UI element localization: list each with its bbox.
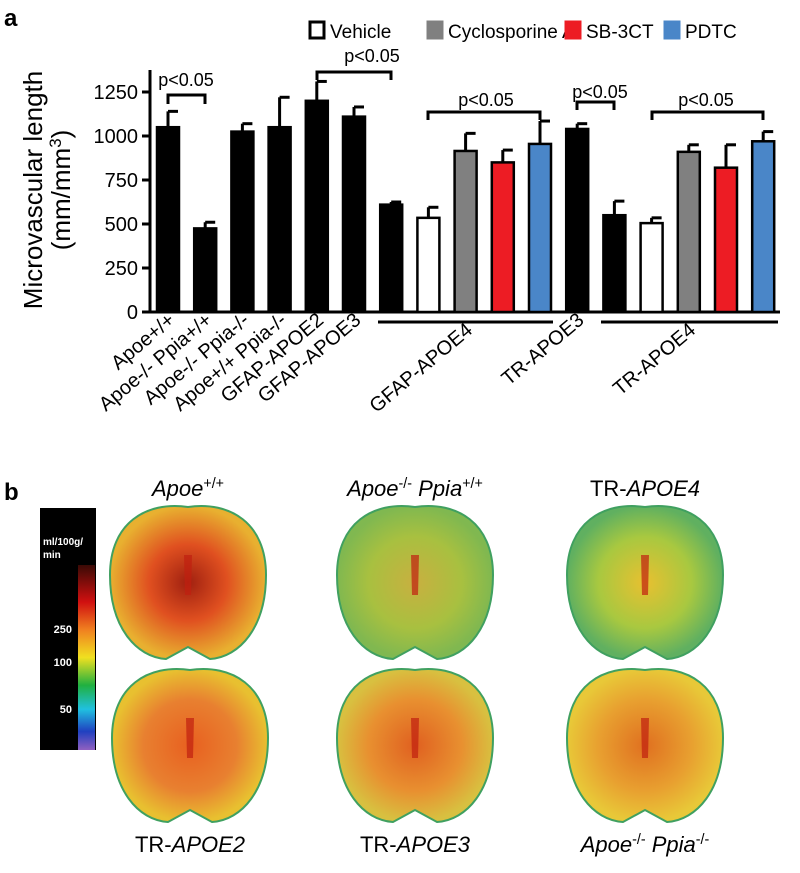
bracket — [575, 100, 616, 110]
label-part: APOE4 — [625, 476, 700, 501]
bar — [155, 125, 181, 314]
image-label: Apoe+/+ — [150, 476, 224, 501]
label-part: TR- — [135, 832, 172, 857]
bar — [527, 142, 553, 314]
bar — [602, 213, 627, 314]
image-label: Apoe-/- Ppia-/- — [579, 832, 710, 857]
y-axis-unit: (mm/mm3) — [46, 130, 77, 251]
legend-swatch — [308, 20, 326, 40]
annotation: p<0.05 — [344, 46, 400, 66]
y-tick-label: 1250 — [94, 82, 139, 104]
legend-swatch — [426, 20, 444, 40]
bar — [564, 127, 590, 314]
brain-ventricle — [411, 555, 419, 595]
x-tick-label: TR-APOE4 — [609, 319, 700, 400]
bracket — [315, 70, 393, 80]
label-part: -/- — [696, 832, 710, 848]
label-part: Apoe — [150, 476, 203, 501]
label-part: APOE2 — [170, 832, 245, 857]
colorbar-tick-label: 0 — [66, 751, 72, 763]
legend-swatch — [564, 20, 582, 40]
legend-swatch — [663, 20, 681, 40]
bracket — [426, 110, 542, 120]
x-label-group: GFAP-APOE4 — [366, 319, 477, 417]
bar — [713, 166, 739, 314]
bracket — [650, 110, 765, 120]
bar — [639, 221, 664, 314]
label-part: APOE3 — [395, 832, 471, 857]
brain-ventricle — [641, 555, 649, 595]
legend-label: PDTC — [685, 22, 737, 43]
bar — [453, 149, 478, 314]
y-label: Microvascular length(mm/mm3) — [18, 71, 76, 309]
legend-label: Vehicle — [330, 22, 391, 43]
y-tick-label: 1000 — [94, 126, 139, 148]
annotation: p<0.05 — [458, 90, 514, 110]
image-label: TR-APOE2 — [135, 832, 245, 857]
image-label: Apoe-/- Ppia+/+ — [345, 476, 483, 501]
x-tick-label: GFAP-APOE4 — [366, 319, 477, 417]
annotation: p<0.05 — [678, 90, 734, 110]
label-part: TR- — [360, 832, 397, 857]
colorbar-tick-label: 50 — [60, 704, 72, 716]
bar — [416, 216, 441, 314]
brain-ventricle — [186, 718, 194, 758]
panel-label: a — [4, 5, 18, 32]
y-tick-label: 500 — [105, 214, 138, 236]
image-label: TR-APOE4 — [590, 476, 700, 501]
bar — [490, 161, 516, 314]
y-tick-label: 0 — [127, 302, 138, 324]
panel-label: b — [4, 479, 19, 506]
y-tick-label: 250 — [105, 258, 138, 280]
bar — [230, 130, 255, 314]
bar — [192, 227, 218, 314]
label-part: TR- — [590, 476, 627, 501]
label-part: (mm/mm — [46, 148, 76, 251]
colorbar-tick-label: 100 — [54, 657, 72, 669]
label-part: +/+ — [462, 476, 483, 492]
bar — [378, 203, 404, 314]
bracket — [166, 93, 207, 104]
colorbar-tick-label: 250 — [54, 624, 72, 636]
brain-ventricle — [184, 555, 192, 595]
label-part: Ppia — [646, 832, 696, 857]
bar — [750, 140, 776, 314]
legend-label: Cyclosporine A — [448, 22, 575, 43]
x-label-group: TR-APOE4 — [609, 319, 700, 400]
label-part: -/- — [632, 832, 646, 848]
label-part: 3 — [46, 138, 65, 147]
label-part: Apoe — [345, 476, 398, 501]
colorbar — [78, 565, 95, 750]
image-label: TR-APOE3 — [360, 832, 471, 857]
brain-ventricle — [641, 718, 649, 758]
annotation: p<0.05 — [572, 82, 628, 102]
bar — [676, 150, 702, 314]
colorbar-unit: min — [43, 550, 61, 561]
label-part: ) — [46, 130, 76, 139]
bar — [267, 125, 292, 314]
annotation: p<0.05 — [158, 70, 214, 90]
label-part: +/+ — [203, 476, 224, 492]
label-part: Ppia — [412, 476, 462, 501]
brackets — [166, 70, 778, 324]
y-axis-title: Microvascular length — [18, 71, 48, 309]
legend-label: SB-3CT — [586, 22, 654, 43]
colorbar-unit: ml/100g/ — [43, 537, 83, 548]
label-part: -/- — [399, 476, 413, 492]
bar — [304, 99, 330, 314]
label-part: Apoe — [579, 832, 632, 857]
brain-ventricle — [411, 718, 419, 758]
y-tick-label: 750 — [105, 170, 138, 192]
bar — [341, 115, 367, 314]
